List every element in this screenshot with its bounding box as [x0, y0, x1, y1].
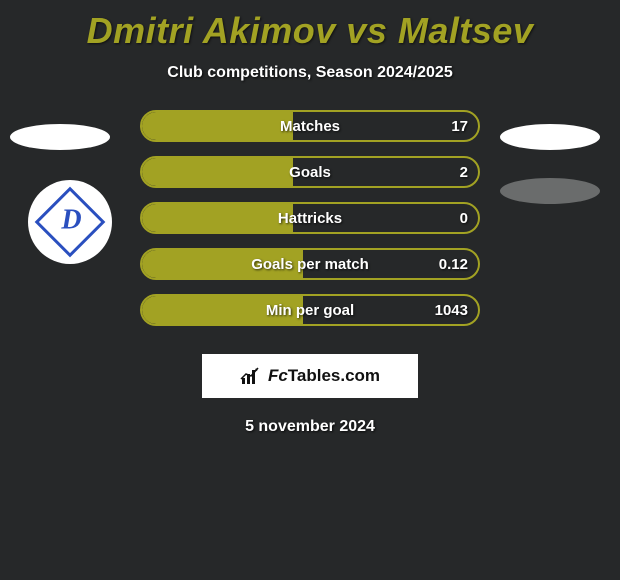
date-label: 5 november 2024	[0, 418, 620, 436]
stat-row: Hattricks 0	[140, 202, 480, 234]
club-crest-letter: D	[61, 205, 81, 237]
player-pill-right-bottom	[500, 178, 600, 204]
player-pill-left	[10, 124, 110, 150]
stat-row: Goals 2	[140, 156, 480, 188]
stat-fill	[142, 158, 293, 186]
chart-icon	[240, 366, 262, 386]
stat-label: Min per goal	[266, 302, 354, 319]
stat-label: Goals per match	[251, 256, 369, 273]
club-crest-diamond: D	[35, 187, 106, 258]
stat-value: 1043	[435, 302, 468, 319]
season-subtitle: Club competitions, Season 2024/2025	[0, 64, 620, 82]
stat-label: Hattricks	[278, 210, 342, 227]
stat-value: 2	[460, 164, 468, 181]
page-title: Dmitri Akimov vs Maltsev	[0, 0, 620, 52]
stat-label: Goals	[289, 164, 331, 181]
stat-row: Goals per match 0.12	[140, 248, 480, 280]
stat-row: Matches 17	[140, 110, 480, 142]
stat-value: 17	[451, 118, 468, 135]
brand-rest: Tables.com	[288, 366, 380, 385]
stat-fill	[142, 112, 293, 140]
player-pill-right-top	[500, 124, 600, 150]
brand-prefix: Fc	[268, 366, 288, 385]
stat-label: Matches	[280, 118, 340, 135]
stat-value: 0.12	[439, 256, 468, 273]
club-badge: D	[28, 180, 112, 264]
brand-text: FcTables.com	[268, 366, 380, 386]
stat-value: 0	[460, 210, 468, 227]
stat-row: Min per goal 1043	[140, 294, 480, 326]
stat-fill	[142, 204, 293, 232]
infographic-panel: Dmitri Akimov vs Maltsev Club competitio…	[0, 0, 620, 580]
brand-box: FcTables.com	[202, 354, 418, 398]
